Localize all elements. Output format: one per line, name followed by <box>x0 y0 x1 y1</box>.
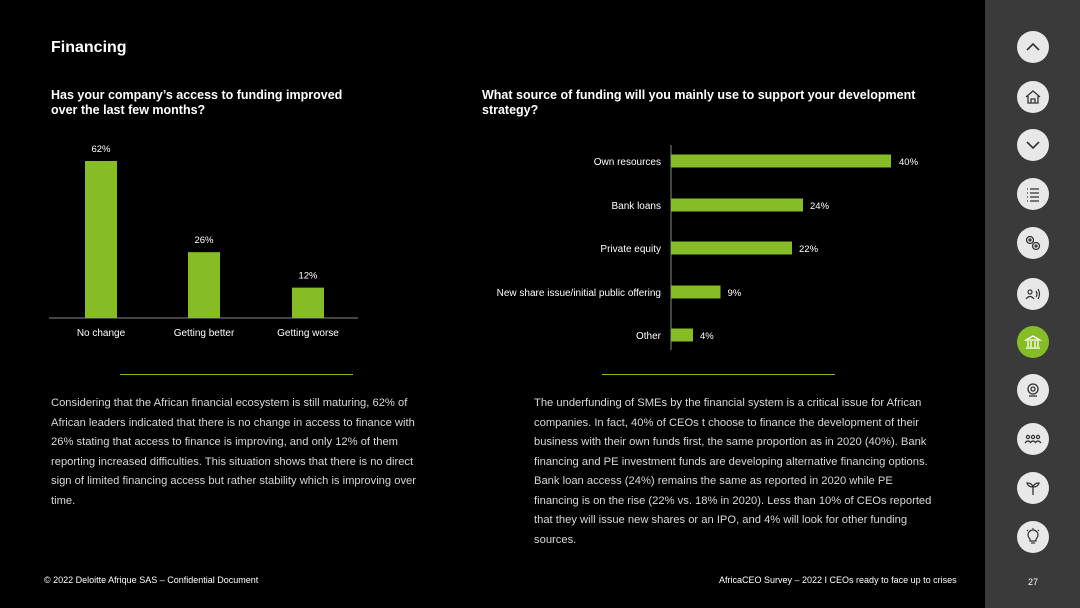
bar-value-label: 62% <box>91 144 111 155</box>
bar <box>671 198 803 212</box>
nav-innovation-button[interactable] <box>1017 521 1049 553</box>
footer-copyright: © 2022 Deloitte Afrique SAS – Confidenti… <box>44 575 259 585</box>
slide-title: Financing <box>51 39 127 56</box>
bar <box>671 241 792 255</box>
nav-home-button[interactable] <box>1017 81 1049 113</box>
chevron-up-icon <box>1026 42 1040 51</box>
bank-icon <box>1023 335 1043 349</box>
gears-icon <box>1025 235 1041 251</box>
people-voice-icon <box>1025 288 1041 300</box>
nav-up-button[interactable] <box>1017 31 1049 63</box>
home-icon <box>1025 90 1041 104</box>
nav-community-button[interactable] <box>1017 423 1049 455</box>
list-icon <box>1027 188 1039 202</box>
bar <box>292 287 324 318</box>
bar <box>671 328 693 342</box>
nav-down-button[interactable] <box>1017 129 1049 161</box>
left-question: Has your company’s access to funding imp… <box>51 88 343 117</box>
bar-value-label: 24% <box>810 201 830 212</box>
left-paragraph: Considering that the African financial e… <box>51 397 416 507</box>
nav-settings-button[interactable] <box>1017 374 1049 406</box>
lightbulb-icon <box>1026 528 1040 544</box>
bar <box>671 154 891 168</box>
right-question: What source of funding will you mainly u… <box>482 88 916 117</box>
category-label: Getting worse <box>277 328 339 339</box>
bar <box>188 252 220 318</box>
right-divider <box>602 374 835 375</box>
category-label: Private equity <box>600 244 661 255</box>
bar <box>671 285 721 299</box>
category-label: New share issue/initial public offering <box>497 288 661 299</box>
funding-access-chart: 62% No change 26% Getting better 12% Getting … <box>49 144 919 350</box>
plant-icon <box>1026 482 1040 495</box>
category-label: Getting better <box>174 328 235 339</box>
bar-value-label: 26% <box>194 235 214 246</box>
category-label: Bank loans <box>612 201 661 212</box>
nav-people-button[interactable] <box>1017 278 1049 310</box>
category-label: No change <box>77 328 126 339</box>
right-paragraph: The underfunding of SMEs by the financia… <box>534 397 932 546</box>
bar <box>85 161 117 318</box>
bar-value-label: 4% <box>700 331 714 342</box>
page-number: 27 <box>1028 577 1039 587</box>
category-label: Other <box>636 331 662 342</box>
community-icon <box>1024 434 1042 444</box>
left-divider <box>120 374 353 375</box>
category-label: Own resources <box>594 157 661 168</box>
nav-financing-button[interactable] <box>1017 326 1049 358</box>
nav-sustainability-button[interactable] <box>1017 472 1049 504</box>
slide: Financing Has your company’s access to f… <box>44 39 957 585</box>
nav-operations-button[interactable] <box>1017 227 1049 259</box>
settings-icon <box>1027 383 1039 397</box>
chevron-down-icon <box>1026 141 1040 150</box>
bar-value-label: 40% <box>899 157 919 168</box>
bar-value-label: 22% <box>799 244 819 255</box>
nav-contents-button[interactable] <box>1017 178 1049 210</box>
bar-value-label: 9% <box>728 288 742 299</box>
footer-survey: AfricaCEO Survey – 2022 I CEOs ready to … <box>719 575 957 585</box>
bar-value-label: 12% <box>298 271 318 282</box>
